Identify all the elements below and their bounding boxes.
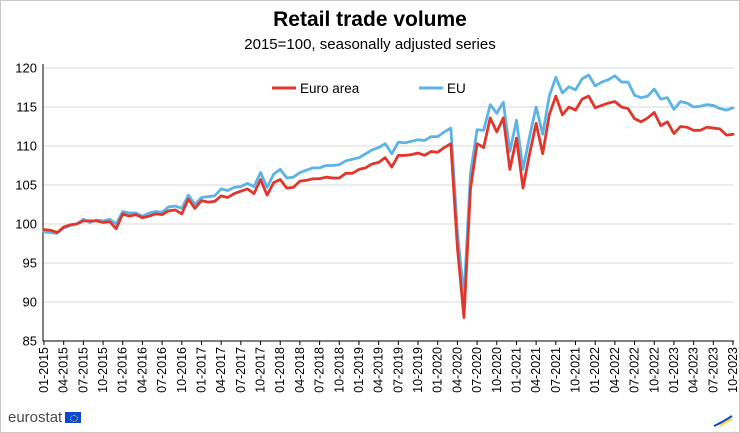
x-tick-label: 10-2023 [726,347,740,393]
x-tick-label: 01-2023 [667,347,681,393]
x-tick-label: 07-2023 [706,347,720,393]
x-tick-label: 10-2021 [569,347,583,393]
x-tick-label: 07-2016 [155,347,169,393]
y-tick-label: 105 [15,178,37,193]
x-tick-label: 01-2016 [116,347,130,393]
y-tick-label: 90 [23,295,37,310]
x-tick-label: 04-2015 [57,347,71,393]
y-tick-label: 95 [23,256,37,271]
x-tick-label: 10-2015 [96,347,110,393]
x-tick-label: 01-2015 [37,347,51,393]
y-tick-label: 110 [16,139,37,154]
x-tick-label: 10-2019 [411,347,425,393]
x-tick-label: 07-2022 [628,347,642,393]
x-tick-label: 07-2015 [76,347,90,393]
chart-title: Retail trade volume [273,8,467,31]
x-tick-label: 01-2021 [509,347,523,393]
x-tick-label: 07-2018 [313,347,327,393]
x-tick-label: 04-2018 [293,347,307,393]
brand-name: eurostat [8,409,63,426]
x-tick-label: 07-2021 [549,347,563,393]
x-tick-label: 10-2022 [647,347,661,393]
y-tick-label: 120 [15,61,37,76]
x-tick-label: 10-2018 [332,347,346,393]
x-tick-label: 07-2019 [391,347,405,393]
eurostat-logo: eurostat [8,409,82,426]
x-tick-label: 10-2016 [175,347,189,393]
x-tick-label: 01-2018 [273,347,287,393]
x-tick-label: 04-2022 [608,347,622,393]
x-tick-label: 01-2019 [352,347,366,393]
x-tick-label: 10-2020 [490,347,504,393]
x-tick-label: 04-2017 [214,347,228,393]
eu-flag-icon [65,412,82,423]
x-tick-label: 04-2016 [135,347,149,393]
series-line-euro-area [42,94,735,319]
x-tick-label: 01-2020 [431,347,445,393]
x-tick-label: 04-2019 [372,347,386,393]
x-tick-label: 10-2017 [254,347,268,393]
corner-swoosh-icon [713,415,733,427]
series-line-eu [42,73,735,298]
y-tick-label: 100 [15,217,37,232]
x-tick-label: 04-2020 [450,347,464,393]
y-tick-label: 85 [23,334,37,349]
legend-label: EU [447,81,466,96]
x-tick-label: 01-2022 [588,347,602,393]
x-tick-label: 01-2017 [194,347,208,393]
x-tick-label: 04-2021 [529,347,543,393]
x-tick-label: 07-2020 [470,347,484,393]
x-tick-label: 04-2023 [687,347,701,393]
chart-subtitle: 2015=100, seasonally adjusted series [244,36,496,53]
x-tick-label: 07-2017 [234,347,248,393]
y-tick-label: 115 [16,100,37,115]
legend-label: Euro area [300,81,360,96]
